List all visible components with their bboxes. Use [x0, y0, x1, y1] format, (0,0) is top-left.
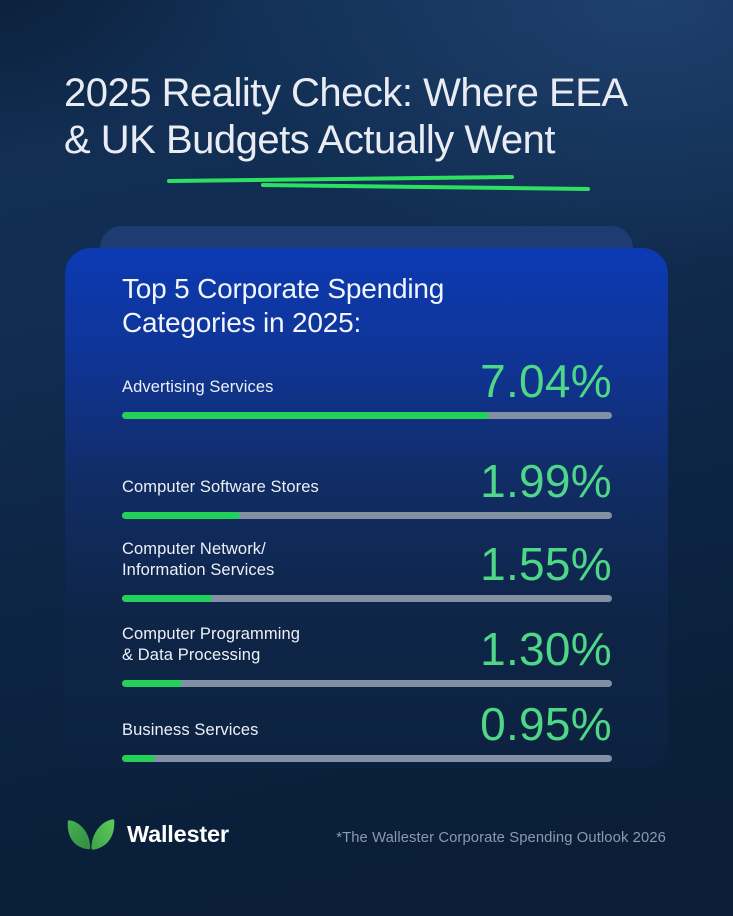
category-value: 0.95%	[480, 698, 612, 750]
category-label: Computer Network/ Information Services	[122, 539, 274, 587]
spending-row-computer-programming-data-processing: Computer Programming & Data Processing 1…	[122, 619, 612, 687]
category-value: 7.04%	[480, 355, 612, 407]
brand-lockup: Wallester	[66, 818, 229, 851]
category-label-line2: Information Services	[122, 561, 275, 580]
card-heading-line2: Categories in 2025:	[122, 307, 362, 339]
progress-fill	[122, 595, 212, 602]
page-title-line1: 2025 Reality Check: Where EEA	[64, 71, 628, 115]
progress-track	[122, 680, 612, 687]
source-note: *The Wallester Corporate Spending Outloo…	[336, 830, 666, 846]
category-value: 1.30%	[480, 623, 612, 675]
category-label-line2: & Data Processing	[122, 646, 261, 665]
title-underline-scribble-decoration	[167, 175, 590, 191]
progress-fill	[122, 412, 489, 419]
progress-fill	[122, 755, 155, 762]
category-label: Advertising Services	[122, 377, 273, 404]
category-label-line1: Business Services	[122, 721, 259, 740]
category-label-line1: Advertising Services	[122, 378, 274, 397]
category-label-line1: Computer Network/	[122, 540, 266, 559]
progress-track	[122, 755, 612, 762]
progress-fill	[122, 512, 240, 519]
category-value: 1.55%	[480, 538, 612, 590]
category-value: 1.99%	[480, 455, 612, 507]
category-label-line1: Computer Software Stores	[122, 478, 319, 497]
brand-name: Wallester	[127, 821, 229, 847]
card-heading-line1: Top 5 Corporate Spending	[122, 273, 445, 304]
category-label: Business Services	[122, 720, 259, 747]
spending-row-computer-network-information-services: Computer Network/ Information Services 1…	[122, 534, 612, 602]
category-label-line1: Computer Programming	[122, 625, 301, 644]
progress-track	[122, 595, 612, 602]
category-label: Computer Software Stores	[122, 477, 319, 504]
progress-fill	[122, 680, 182, 687]
page-title-line2: & UK Budgets Actually Went	[64, 118, 555, 163]
spending-row-business-services: Business Services 0.95%	[122, 694, 612, 762]
spending-row-advertising-services: Advertising Services 7.04%	[122, 351, 612, 419]
wallester-logo-icon	[67, 819, 115, 850]
card-heading: Top 5 Corporate Spending Categories in 20…	[122, 272, 444, 340]
spending-categories-card: Top 5 Corporate Spending Categories in 20…	[65, 248, 668, 768]
spending-row-computer-software-stores: Computer Software Stores 1.99%	[122, 451, 612, 519]
category-label: Computer Programming & Data Processing	[122, 624, 300, 672]
page-title: 2025 Reality Check: Where EEA & UK Budget…	[64, 70, 684, 164]
progress-track	[122, 412, 612, 419]
progress-track	[122, 512, 612, 519]
